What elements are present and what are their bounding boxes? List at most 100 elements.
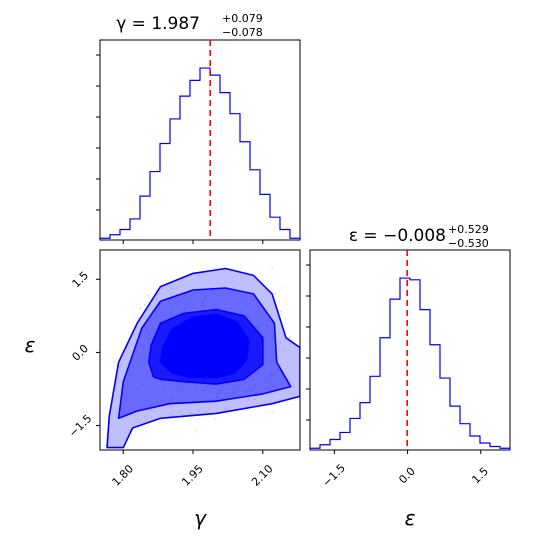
sample-point xyxy=(204,389,206,392)
sample-point xyxy=(271,335,273,338)
sample-point xyxy=(233,392,236,395)
sample-point xyxy=(147,294,149,297)
sample-point xyxy=(219,389,222,391)
epsilon-hist-yticks xyxy=(306,264,310,421)
epsilon-title-sub: −0.530 xyxy=(448,237,489,250)
sample-point xyxy=(201,301,204,304)
sample-point xyxy=(145,376,147,379)
sample-point xyxy=(228,383,231,386)
sample-point xyxy=(278,300,281,303)
sample-point xyxy=(198,410,200,412)
sample-point xyxy=(194,386,197,388)
epsilon-histogram-line xyxy=(309,277,511,450)
sample-point xyxy=(150,404,153,407)
sample-point xyxy=(340,352,342,354)
epsilon-marginal-panel: ε = −0.008 +0.529 −0.530 −1.5 0.0 1.5 ε xyxy=(306,223,511,530)
epsilon-title-sup: +0.529 xyxy=(448,223,489,236)
sample-point xyxy=(226,391,229,394)
gamma-hist-yticks xyxy=(96,54,100,211)
sample-point xyxy=(150,409,152,411)
sample-point xyxy=(170,412,172,415)
contour-core xyxy=(159,313,250,379)
sample-point xyxy=(231,391,234,394)
sample-point xyxy=(251,390,253,393)
gamma-title-sub: −0.078 xyxy=(222,26,263,39)
sample-point xyxy=(201,305,204,307)
sample-point xyxy=(227,296,229,299)
sample-point xyxy=(195,429,198,432)
gamma-histogram-line xyxy=(99,67,301,240)
sample-point xyxy=(215,397,218,399)
sample-point xyxy=(170,303,172,306)
sample-point xyxy=(244,390,247,392)
sample-point xyxy=(205,385,207,388)
sample-point xyxy=(231,280,234,283)
joint-panel: 1.80 1.95 2.10 −1.5 0.0 1.5 γ ε xyxy=(25,249,342,530)
sample-point xyxy=(212,387,215,390)
sample-point xyxy=(234,388,236,390)
sample-point xyxy=(147,330,149,333)
gamma-hist-frame xyxy=(99,39,301,241)
sample-point xyxy=(279,310,282,312)
joint-xticks: 1.80 1.95 2.10 xyxy=(110,450,276,489)
joint-ytick-label: 1.5 xyxy=(70,269,92,291)
sample-point xyxy=(213,292,215,295)
epsilon-hist-frame xyxy=(309,249,511,451)
sample-point xyxy=(198,480,200,482)
sample-point xyxy=(178,386,180,389)
sample-point xyxy=(143,303,146,306)
sample-point xyxy=(279,341,282,344)
sample-point xyxy=(43,316,45,318)
sample-point xyxy=(283,348,286,350)
sample-point xyxy=(266,324,269,327)
sample-point xyxy=(217,307,220,310)
sample-point xyxy=(264,379,266,381)
epsilon-xtick-label: 0.0 xyxy=(396,465,418,487)
sample-point xyxy=(180,311,182,313)
sample-point xyxy=(112,360,115,363)
sample-point xyxy=(175,293,178,295)
sample-point xyxy=(254,385,256,387)
sample-point xyxy=(170,405,173,408)
joint-xlabel: γ xyxy=(194,506,207,530)
sample-point xyxy=(266,320,269,323)
sample-point xyxy=(253,398,256,401)
joint-xtick-label: 1.95 xyxy=(179,462,206,489)
sample-point xyxy=(211,290,213,292)
joint-ytick-label: 0.0 xyxy=(70,342,92,364)
sample-point xyxy=(144,415,147,418)
joint-xtick-label: 2.10 xyxy=(249,462,276,489)
sample-point xyxy=(190,412,192,415)
sample-point xyxy=(247,398,250,401)
sample-point xyxy=(243,381,246,384)
sample-point xyxy=(225,408,228,411)
sample-point xyxy=(194,300,196,302)
sample-point xyxy=(96,366,98,368)
sample-point xyxy=(273,386,276,389)
sample-point xyxy=(214,418,217,420)
sample-point xyxy=(260,375,263,378)
joint-contours xyxy=(106,267,300,449)
sample-point xyxy=(144,316,146,318)
sample-point xyxy=(239,310,242,313)
sample-point xyxy=(282,287,284,289)
sample-point xyxy=(257,325,259,328)
joint-ylabel: ε xyxy=(25,333,36,357)
sample-point xyxy=(288,336,291,339)
sample-point xyxy=(270,359,272,362)
epsilon-xtick-label: 1.5 xyxy=(469,465,491,487)
sample-point xyxy=(170,398,172,400)
joint-xtick-label: 1.80 xyxy=(110,462,137,489)
sample-point xyxy=(163,384,166,386)
joint-ytick-label: −1.5 xyxy=(66,412,94,440)
sample-point xyxy=(159,304,161,306)
epsilon-xtick-label: −1.5 xyxy=(320,461,348,489)
gamma-hist-xticks xyxy=(122,240,264,244)
epsilon-title: ε = −0.008 xyxy=(349,226,446,246)
sample-point xyxy=(272,360,275,363)
sample-point xyxy=(208,384,210,387)
sample-point xyxy=(146,327,148,330)
sample-point xyxy=(141,383,144,385)
sample-point xyxy=(236,386,238,388)
